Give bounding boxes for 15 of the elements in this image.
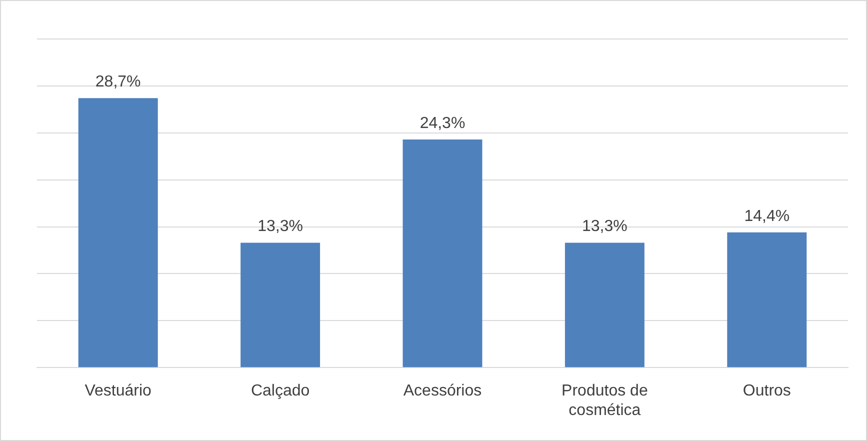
x-tick-label: Produtos de cosmética: [562, 382, 648, 419]
bar: [727, 232, 807, 368]
data-label: 14,4%: [744, 208, 790, 225]
bar: [78, 98, 158, 368]
x-tick-label: Calçado: [250, 382, 310, 400]
data-label: 13,3%: [258, 218, 303, 236]
x-tick-label: Vestuário: [84, 382, 152, 400]
data-label: 13,3%: [582, 218, 628, 236]
bar: [402, 139, 482, 368]
x-tick-label: Outros: [742, 382, 791, 400]
x-tick-label: Acessórios: [403, 382, 482, 400]
data-label: 28,7%: [95, 74, 141, 91]
data-label: 24,3%: [420, 114, 466, 132]
bar: [240, 242, 320, 368]
bar: [564, 242, 644, 368]
